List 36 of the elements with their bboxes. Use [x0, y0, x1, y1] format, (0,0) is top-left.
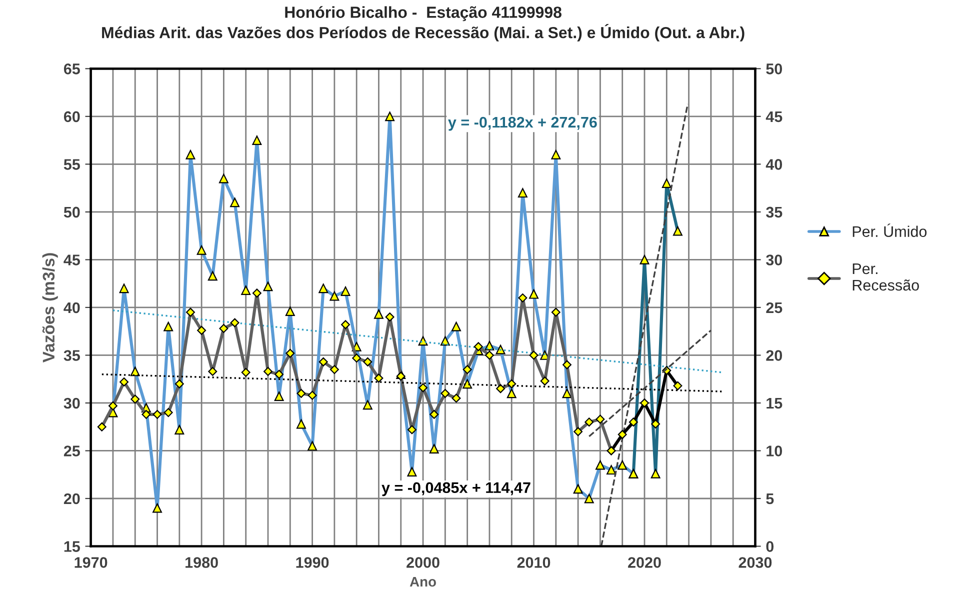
- x-tick-label: 2010: [517, 557, 550, 568]
- y-tick-label: 55: [64, 159, 80, 170]
- legend-label: Per. Recessão: [852, 263, 919, 291]
- y-tick-label: 45: [64, 254, 80, 266]
- x-tick-label: 1990: [296, 557, 329, 568]
- legend-label: Per. Úmido: [852, 224, 927, 237]
- x-tick-label: 1970: [74, 557, 108, 568]
- y2-tick-label: 5: [766, 494, 774, 504]
- y2-tick-label: 45: [766, 111, 782, 122]
- x-tick-label: 2020: [628, 557, 661, 568]
- y-tick-label: 20: [64, 493, 80, 504]
- chart-title: Honório Bicalho - Estação 41199998 Médias Arit. das Vazões dos Períodos de Recessão (Mai. a Set.) e Úmido (Out. a Abr.): [102, 6, 744, 42]
- annotation: y = -0,1182x + 272,76: [448, 116, 597, 131]
- x-tick-label: 2030: [738, 557, 772, 568]
- x-tick-label: 2000: [406, 557, 440, 568]
- y2-tick-label: 10: [766, 446, 782, 456]
- y2-tick-label: 25: [766, 302, 782, 314]
- y2-tick-label: 20: [766, 350, 782, 361]
- y2-tick-label: 15: [766, 398, 782, 409]
- y2-tick-label: 50: [766, 64, 782, 74]
- y-tick-label: 30: [64, 398, 80, 409]
- y2-tick-label: 40: [766, 159, 782, 170]
- x-axis-title: Ano: [410, 576, 436, 587]
- y-tick-label: 15: [64, 541, 80, 552]
- annotation: y = -0,0485x + 114,47: [382, 482, 530, 496]
- y-tick-label: 35: [64, 350, 80, 361]
- y2-tick-label: 30: [766, 254, 782, 266]
- y-tick-label: 50: [64, 206, 80, 218]
- y2-tick-label: 0: [766, 541, 774, 552]
- y-tick-label: 25: [64, 446, 80, 456]
- y2-tick-label: 35: [766, 206, 782, 218]
- y-tick-label: 60: [64, 111, 80, 122]
- y-tick-label: 40: [64, 302, 80, 314]
- y-tick-label: 65: [64, 64, 80, 74]
- x-tick-label: 1980: [186, 557, 218, 568]
- y-axis-title: Vazões (m3/s): [42, 253, 58, 362]
